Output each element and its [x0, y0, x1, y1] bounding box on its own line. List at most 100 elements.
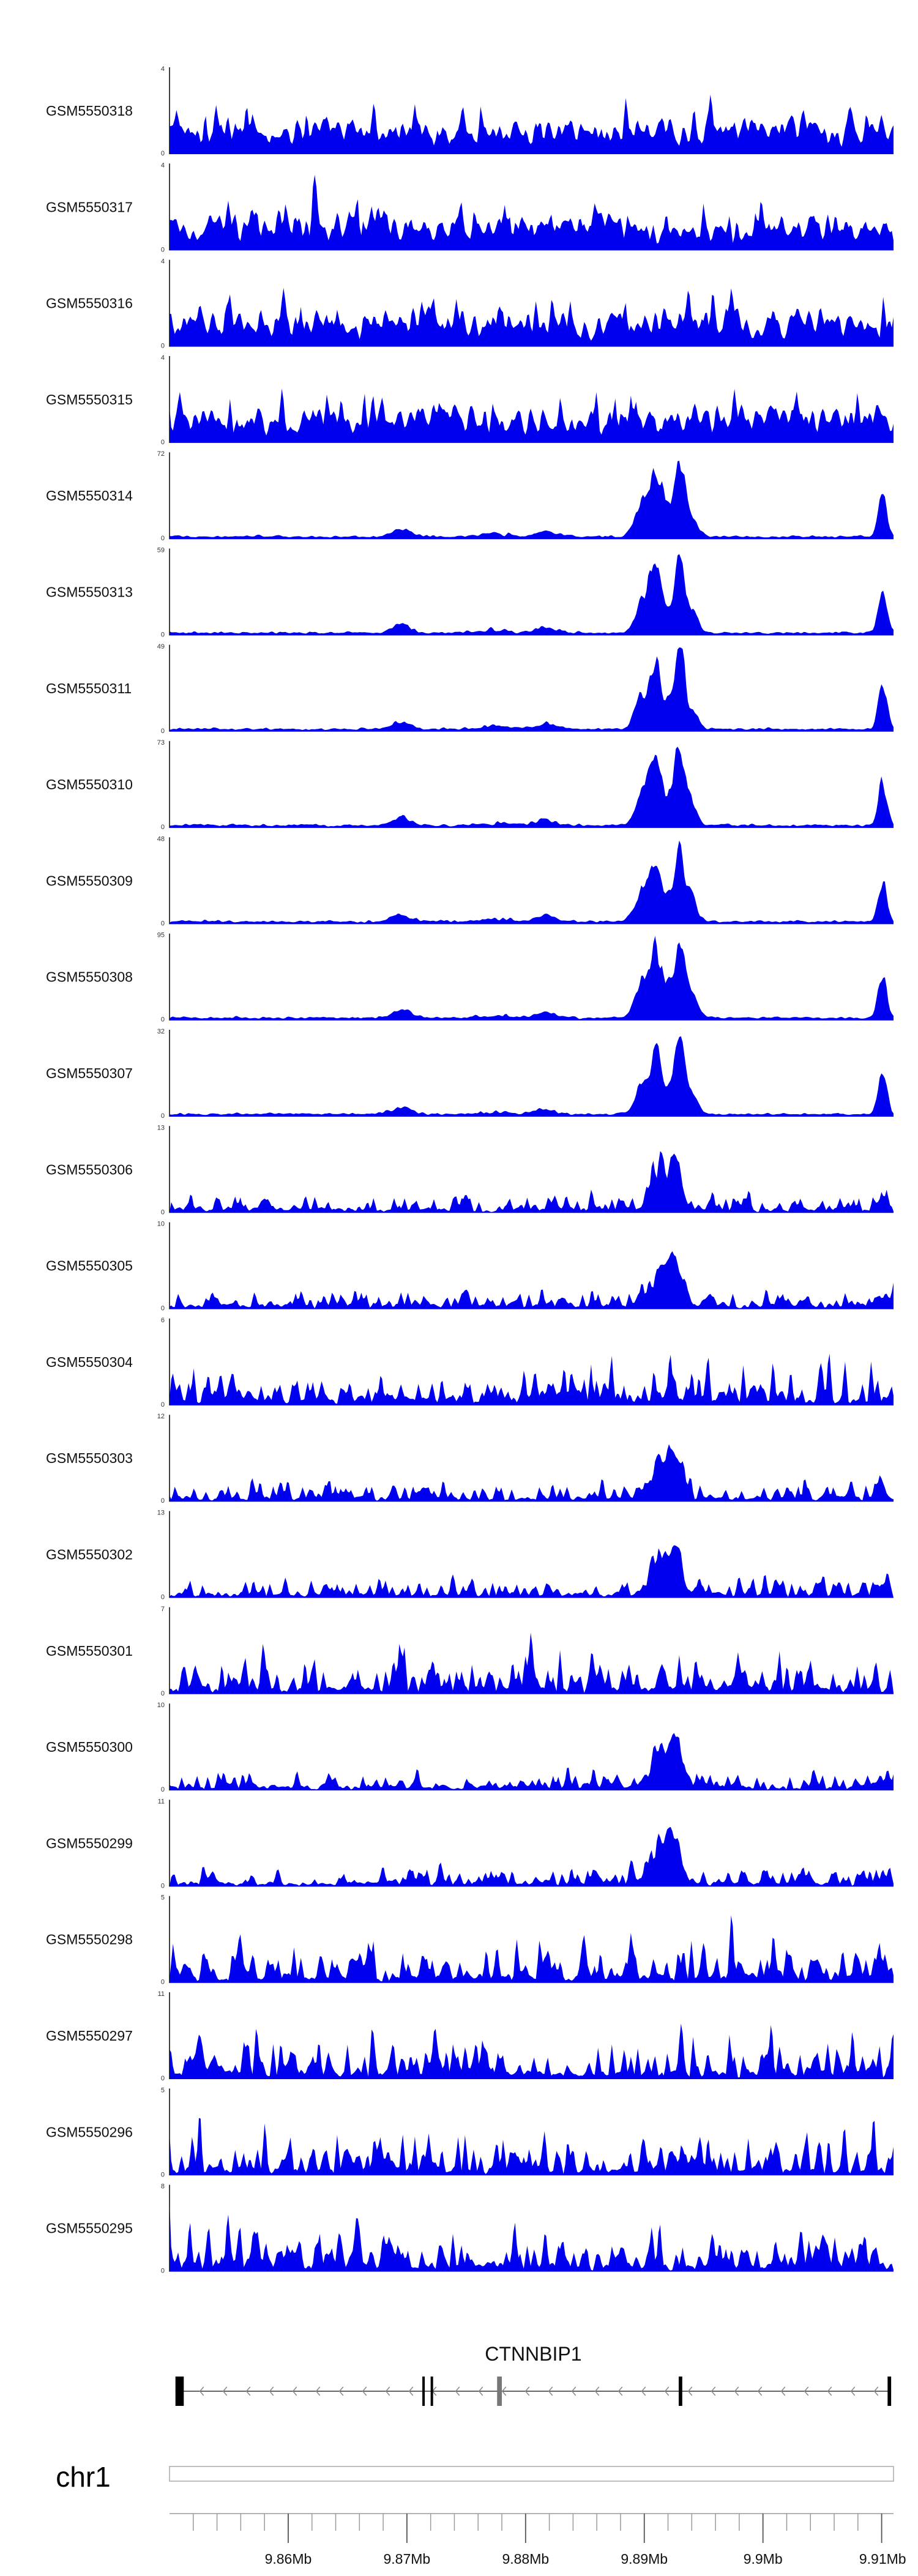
track-GSM5550297: GSM5550297 11 0 [46, 1990, 894, 2082]
signal-area [170, 1444, 894, 1502]
signal-area [170, 1733, 894, 1791]
track-label: GSM5550303 [46, 1450, 133, 1466]
strand-arrow [780, 2386, 786, 2396]
chromosome-label: chr1 [56, 2461, 110, 2493]
signal-area [170, 1915, 894, 1983]
gene-name-label: CTNNBIP1 [485, 2343, 581, 2365]
strand-arrow [641, 2386, 646, 2396]
track-label: GSM5550306 [46, 1161, 133, 1177]
track-label: GSM5550296 [46, 2124, 133, 2140]
track-GSM5550317: GSM5550317 4 0 [46, 162, 894, 253]
track-scale-min: 0 [161, 343, 165, 350]
track-scale-min: 0 [161, 2171, 165, 2178]
strand-arrow [524, 2386, 530, 2396]
track-scale-min: 0 [161, 1594, 165, 1601]
track-scale-max: 13 [157, 1124, 165, 1131]
strand-arrow [455, 2386, 460, 2396]
track-scale-max: 95 [157, 932, 165, 939]
strand-arrow [594, 2386, 600, 2396]
track-GSM5550311: GSM5550311 49 0 [46, 643, 894, 735]
track-scale-max: 10 [157, 1702, 165, 1709]
track-GSM5550299: GSM5550299 11 0 [46, 1798, 894, 1889]
gene-annotation-track: CTNNBIP1 [175, 2343, 892, 2406]
track-scale-max: 32 [157, 1028, 165, 1035]
track-scale-min: 0 [161, 920, 165, 927]
signal-area [170, 1826, 894, 1887]
signal-area [170, 1036, 894, 1117]
track-label: GSM5550308 [46, 969, 133, 985]
track-GSM5550316: GSM5550316 4 0 [46, 258, 894, 350]
track-scale-max: 59 [157, 547, 165, 554]
signal-area [170, 2023, 894, 2079]
track-scale-min: 0 [161, 2268, 165, 2275]
signal-area [170, 94, 894, 154]
strand-arrow [687, 2386, 693, 2396]
track-label: GSM5550295 [46, 2220, 133, 2236]
track-scale-min: 0 [161, 535, 165, 542]
strand-arrow [548, 2386, 553, 2396]
strand-arrow [315, 2386, 321, 2396]
track-scale-max: 10 [157, 1221, 165, 1228]
track-label: GSM5550311 [46, 680, 132, 696]
track-GSM5550304: GSM5550304 6 0 [46, 1317, 894, 1409]
track-scale-max: 6 [161, 1317, 165, 1324]
signal-area [170, 1545, 894, 1598]
strand-arrow [618, 2386, 623, 2396]
strand-arrow [292, 2386, 297, 2396]
track-GSM5550318: GSM5550318 4 0 [46, 65, 894, 157]
track-scale-min: 0 [161, 1497, 165, 1505]
track-label: GSM5550304 [46, 1354, 133, 1370]
track-label: GSM5550314 [46, 488, 133, 504]
track-label: GSM5550310 [46, 776, 133, 792]
track-scale-max: 11 [158, 1990, 165, 1998]
strand-arrow [269, 2386, 274, 2396]
track-scale-min: 0 [161, 1305, 165, 1312]
gene-exon [678, 2377, 682, 2406]
signal-area [170, 174, 894, 251]
track-scale-max: 4 [161, 162, 165, 169]
gene-exon [887, 2377, 892, 2406]
strand-arrow [734, 2386, 739, 2396]
signal-tracks: GSM555031840GSM555031740GSM555031640GSM5… [46, 65, 894, 2275]
signal-area [170, 1151, 894, 1213]
strand-arrow [222, 2386, 228, 2396]
track-scale-min: 0 [161, 439, 165, 446]
track-GSM5550298: GSM5550298 5 0 [46, 1894, 894, 1986]
chromosome-band [169, 2466, 894, 2482]
strand-arrow [338, 2386, 344, 2396]
track-scale-min: 0 [161, 1690, 165, 1697]
track-scale-max: 4 [161, 354, 165, 362]
track-scale-max: 11 [158, 1798, 165, 1805]
major-tick-label: 9.9Mb [744, 2551, 783, 2567]
track-GSM5550296: GSM5550296 5 0 [46, 2086, 894, 2178]
strand-arrow [501, 2386, 507, 2396]
track-scale-max: 8 [161, 2183, 165, 2191]
track-GSM5550308: GSM5550308 95 0 [46, 932, 894, 1024]
strand-arrow [873, 2386, 879, 2396]
track-scale-min: 0 [161, 1208, 165, 1216]
strand-arrow [245, 2386, 251, 2396]
signal-area [170, 936, 894, 1021]
track-scale-min: 0 [161, 1112, 165, 1120]
track-scale-min: 0 [161, 1882, 165, 1889]
strand-arrow [199, 2386, 204, 2396]
track-scale-max: 12 [157, 1413, 165, 1420]
track-GSM5550301: GSM5550301 7 0 [46, 1606, 894, 1697]
major-tick-label: 9.89Mb [621, 2551, 668, 2567]
track-GSM5550314: GSM5550314 72 0 [46, 450, 894, 542]
track-label: GSM5550313 [46, 584, 133, 600]
strand-arrow [362, 2386, 367, 2396]
track-label: GSM5550301 [46, 1643, 133, 1659]
signal-area [170, 1632, 894, 1694]
gene-exon [430, 2377, 433, 2406]
track-GSM5550315: GSM5550315 4 0 [46, 354, 894, 446]
track-scale-min: 0 [161, 1979, 165, 1986]
track-scale-max: 49 [157, 643, 165, 650]
strand-arrow [478, 2386, 483, 2396]
track-GSM5550310: GSM5550310 73 0 [46, 739, 894, 831]
gene-exon [422, 2377, 425, 2406]
signal-area [170, 647, 894, 732]
track-label: GSM5550300 [46, 1739, 133, 1755]
track-scale-max: 4 [161, 258, 165, 266]
track-scale-min: 0 [161, 824, 165, 831]
